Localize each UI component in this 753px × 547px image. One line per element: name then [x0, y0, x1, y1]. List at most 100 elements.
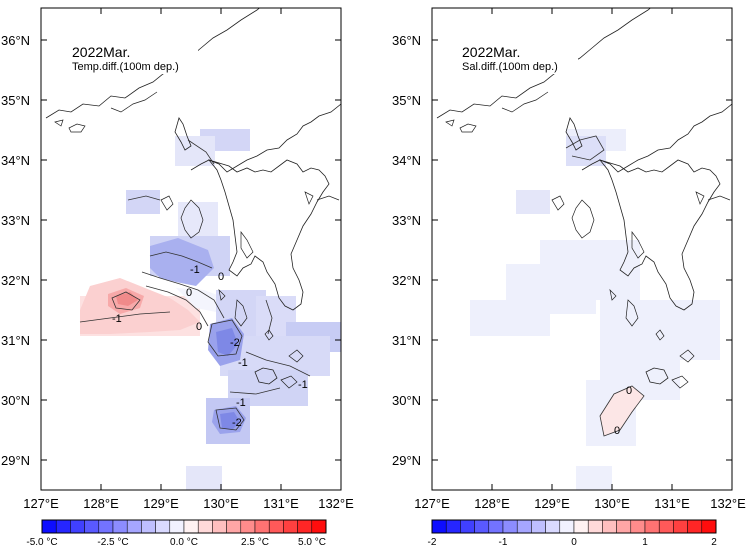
- lon-label: 127°E: [23, 496, 59, 511]
- temp-title-box: [70, 42, 198, 74]
- sal-lat-labels: 36°N 35°N 34°N 33°N 32°N 31°N 30°N 29°N: [392, 33, 421, 468]
- sal-map-frame: [431, 7, 733, 491]
- colorbar-tick-label: -2.5 °C: [97, 537, 128, 547]
- contour-label: 0: [186, 287, 192, 299]
- lat-label: 31°N: [392, 333, 421, 348]
- lat-label: 36°N: [392, 33, 421, 48]
- colorbar-bin: [445, 519, 461, 534]
- temp-subtitle: Temp.diff.(100m dep.): [72, 61, 179, 73]
- colorbar-bin: [545, 519, 561, 534]
- temp-lon-labels: 127°E 128°E 129°E 130°E 131°E 132°E: [23, 496, 354, 511]
- sal-ticks: [432, 8, 732, 490]
- sal-title: 2022Mar.: [462, 44, 520, 60]
- colorbar-bin: [644, 519, 660, 534]
- sal-lon-labels: 127°E 128°E 129°E 130°E 131°E 132°E: [414, 496, 746, 511]
- lon-label: 131°E: [654, 496, 690, 511]
- lat-label: 36°N: [1, 33, 30, 48]
- colorbar-bin: [84, 519, 100, 534]
- colorbar-bin: [658, 519, 674, 534]
- lat-label: 29°N: [1, 453, 30, 468]
- lon-label: 128°E: [474, 496, 510, 511]
- sal-title-box: [460, 42, 578, 74]
- colorbar-bin: [431, 519, 447, 534]
- colorbar-bin: [41, 519, 57, 534]
- colorbar-bin: [141, 519, 156, 534]
- colorbar-tick-label: 2.5 °C: [241, 537, 269, 547]
- colorbar-bin: [474, 519, 490, 534]
- temp-map-frame: [40, 7, 342, 491]
- sal-subtitle: Sal.diff.(100m dep.): [462, 61, 558, 73]
- contour-label: 0: [196, 321, 202, 333]
- colorbar-tick-label: -2: [428, 537, 437, 547]
- contour-label: -1: [190, 264, 200, 276]
- colorbar-bin: [70, 519, 85, 534]
- temp-shading: [79, 129, 341, 490]
- lon-label: 131°E: [263, 496, 299, 511]
- contour-label: -1: [238, 357, 248, 369]
- colorbar-bin: [311, 519, 327, 534]
- salinity-panel: 0 0 2022Mar. Sal.diff.(100m dep.) 36°N 3…: [392, 7, 746, 547]
- lon-label: 132°E: [318, 496, 354, 511]
- colorbar-bin: [212, 519, 227, 534]
- lon-label: 128°E: [83, 496, 119, 511]
- temp-lat-labels: 36°N 35°N 34°N 33°N 32°N 31°N 30°N 29°N: [1, 33, 30, 468]
- colorbar-bin: [98, 519, 114, 534]
- colorbar-tick-label: 2: [711, 537, 717, 547]
- colorbar-bin: [531, 519, 546, 534]
- colorbar-bin: [602, 519, 617, 534]
- temp-contour-labels: -1 0 0 -1 0 -2 -1 -1 -1 -2: [112, 264, 308, 429]
- lon-label: 129°E: [534, 496, 570, 511]
- colorbar-bin: [183, 519, 199, 534]
- lat-label: 30°N: [392, 393, 421, 408]
- colorbar-bin: [169, 519, 185, 534]
- colorbar-bin: [573, 519, 589, 534]
- lat-label: 34°N: [392, 153, 421, 168]
- colorbar-bin: [112, 519, 128, 534]
- contour-label: 0: [614, 425, 620, 437]
- colorbar-tick-label: 5.0 °C: [298, 537, 326, 547]
- colorbar-bin: [126, 519, 142, 534]
- contour-label: 0: [626, 385, 632, 397]
- colorbar-bin: [673, 519, 688, 534]
- contour-label: -2: [232, 417, 242, 429]
- colorbar-bin: [297, 519, 313, 534]
- contour-label: -2: [230, 337, 240, 349]
- lat-label: 33°N: [1, 213, 30, 228]
- colorbar-bin: [240, 519, 256, 534]
- colorbar-bin: [460, 519, 475, 534]
- colorbar-bin: [226, 519, 242, 534]
- colorbar-bin: [155, 519, 171, 534]
- temp-panel: -1 0 0 -1 0 -2 -1 -1 -1 -2: [1, 7, 354, 547]
- lat-label: 35°N: [392, 93, 421, 108]
- lat-label: 33°N: [392, 213, 421, 228]
- lat-label: 31°N: [1, 333, 30, 348]
- colorbar-bin: [616, 519, 632, 534]
- lon-label: 127°E: [414, 496, 450, 511]
- sal-colorbar: -2 -1 0 1 2: [428, 519, 717, 547]
- colorbar-tick-label: -5.0 °C: [26, 537, 57, 547]
- lon-label: 132°E: [710, 496, 746, 511]
- colorbar-bin: [630, 519, 646, 534]
- contour-label: -1: [236, 397, 246, 409]
- colorbar-bin: [268, 519, 284, 534]
- contour-label: -1: [112, 313, 122, 325]
- colorbar-bin: [197, 519, 213, 534]
- lon-label: 130°E: [203, 496, 239, 511]
- colorbar-bin: [587, 519, 603, 534]
- colorbar-tick-label: 0.0 °C: [170, 537, 198, 547]
- lat-label: 34°N: [1, 153, 30, 168]
- colorbar-bin: [701, 519, 717, 534]
- colorbar-bin: [516, 519, 532, 534]
- lat-label: 35°N: [1, 93, 30, 108]
- lon-label: 130°E: [594, 496, 630, 511]
- colorbar-bin: [254, 519, 270, 534]
- colorbar-bin: [488, 519, 504, 534]
- colorbar-tick-label: 0: [571, 537, 577, 547]
- temp-colorbar: -5.0 °C -2.5 °C 0.0 °C 2.5 °C 5.0 °C: [26, 519, 327, 547]
- contour-label: -1: [298, 379, 308, 391]
- temp-title: 2022Mar.: [72, 44, 130, 60]
- lon-label: 129°E: [143, 496, 179, 511]
- lat-label: 32°N: [1, 273, 30, 288]
- colorbar-bin: [283, 519, 298, 534]
